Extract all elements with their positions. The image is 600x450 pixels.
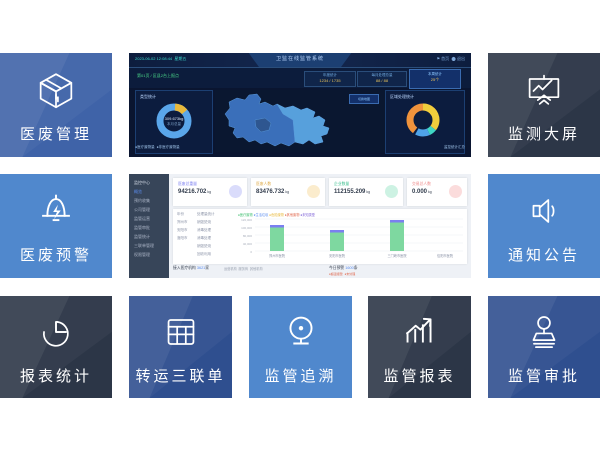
svg-text:郑州市医院: 郑州市医院 [269,253,286,258]
svg-text:安阳市医院: 安阳市医院 [329,253,346,258]
svg-text:信阳市医院: 信阳市医院 [437,253,454,258]
svg-text:120,000: 120,000 [241,218,252,222]
svg-text:0: 0 [250,250,252,254]
svg-text:80,000: 80,000 [243,234,253,238]
svg-text:40,000: 40,000 [243,242,253,246]
svg-text:100,000: 100,000 [241,226,252,230]
svg-text:309.673kg: 309.673kg [165,116,184,121]
svg-text:三门峡市医院: 三门峡市医院 [387,253,407,258]
svg-text:本月总量: 本月总量 [167,121,181,126]
